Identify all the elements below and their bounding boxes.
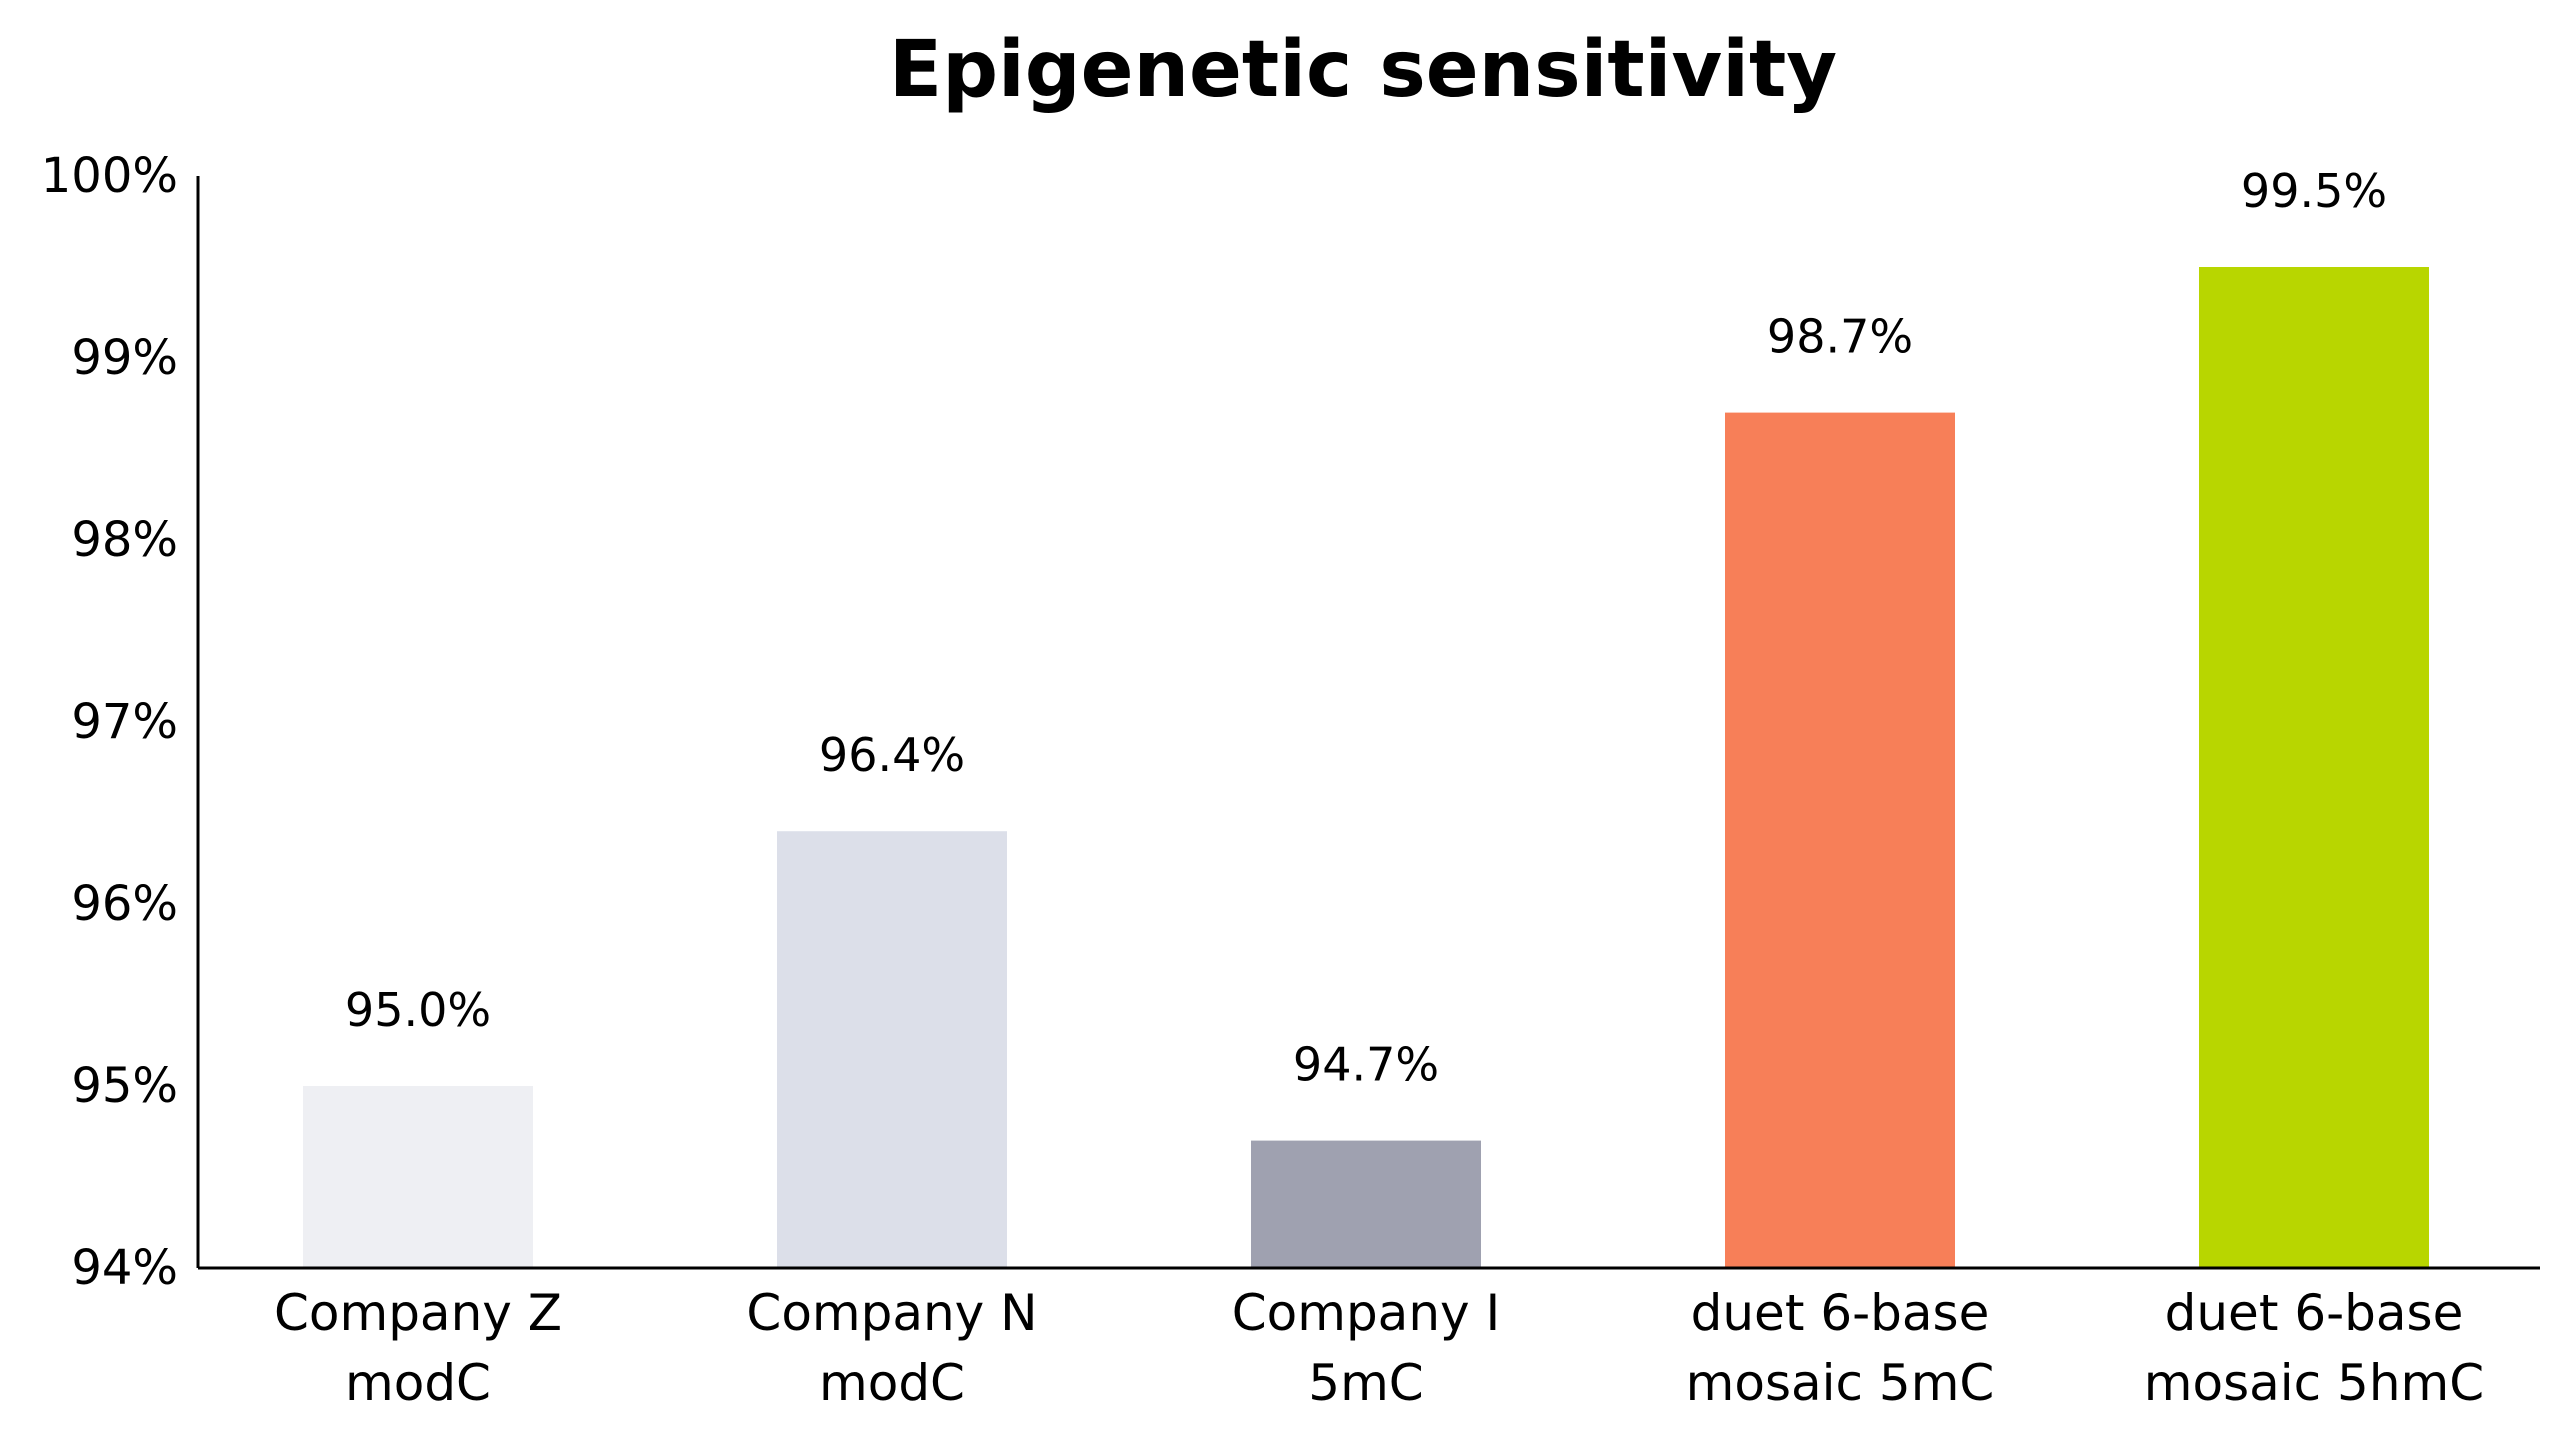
y-axis-ticks: 94% 95% 96% 97% 98% 99% 100% bbox=[41, 148, 178, 1296]
y-tick-label: 97% bbox=[71, 694, 178, 750]
x-category-label: modC bbox=[345, 1354, 491, 1412]
x-category-label: mosaic 5hmC bbox=[2144, 1354, 2484, 1412]
x-category-label: mosaic 5mC bbox=[1686, 1354, 1995, 1412]
y-tick-label: 95% bbox=[71, 1058, 178, 1114]
x-category-label: modC bbox=[819, 1354, 965, 1412]
x-category-label: duet 6-base bbox=[2165, 1284, 2464, 1342]
x-category-label: Company I bbox=[1232, 1284, 1501, 1342]
data-label: 98.7% bbox=[1767, 310, 1913, 364]
bar bbox=[777, 831, 1007, 1268]
y-tick-label: 96% bbox=[71, 876, 178, 932]
x-category-label: Company Z bbox=[274, 1284, 562, 1342]
x-category-label: 5mC bbox=[1308, 1354, 1423, 1412]
bar bbox=[1251, 1140, 1481, 1268]
data-label: 99.5% bbox=[2241, 164, 2387, 218]
x-category-label: Company N bbox=[746, 1284, 1037, 1342]
x-axis-categories: Company Z modC Company N modC Company I 5mC du… bbox=[274, 1284, 2484, 1412]
bar bbox=[2199, 267, 2429, 1268]
data-labels: 95.0% 96.4% 94.7% 98.7% 99.5% bbox=[345, 164, 2387, 1092]
y-tick-label: 100% bbox=[41, 148, 178, 204]
x-category-label: duet 6-base bbox=[1691, 1284, 1990, 1342]
chart-title: Epigenetic sensitivity bbox=[889, 25, 1837, 115]
bar bbox=[303, 1086, 533, 1268]
y-tick-label: 94% bbox=[71, 1240, 178, 1296]
data-label: 96.4% bbox=[819, 728, 965, 782]
bars-group bbox=[303, 267, 2429, 1269]
y-tick-label: 99% bbox=[71, 330, 178, 386]
data-label: 94.7% bbox=[1293, 1038, 1439, 1092]
data-label: 95.0% bbox=[345, 983, 491, 1037]
bar bbox=[1725, 412, 1955, 1269]
y-tick-label: 98% bbox=[71, 512, 178, 568]
